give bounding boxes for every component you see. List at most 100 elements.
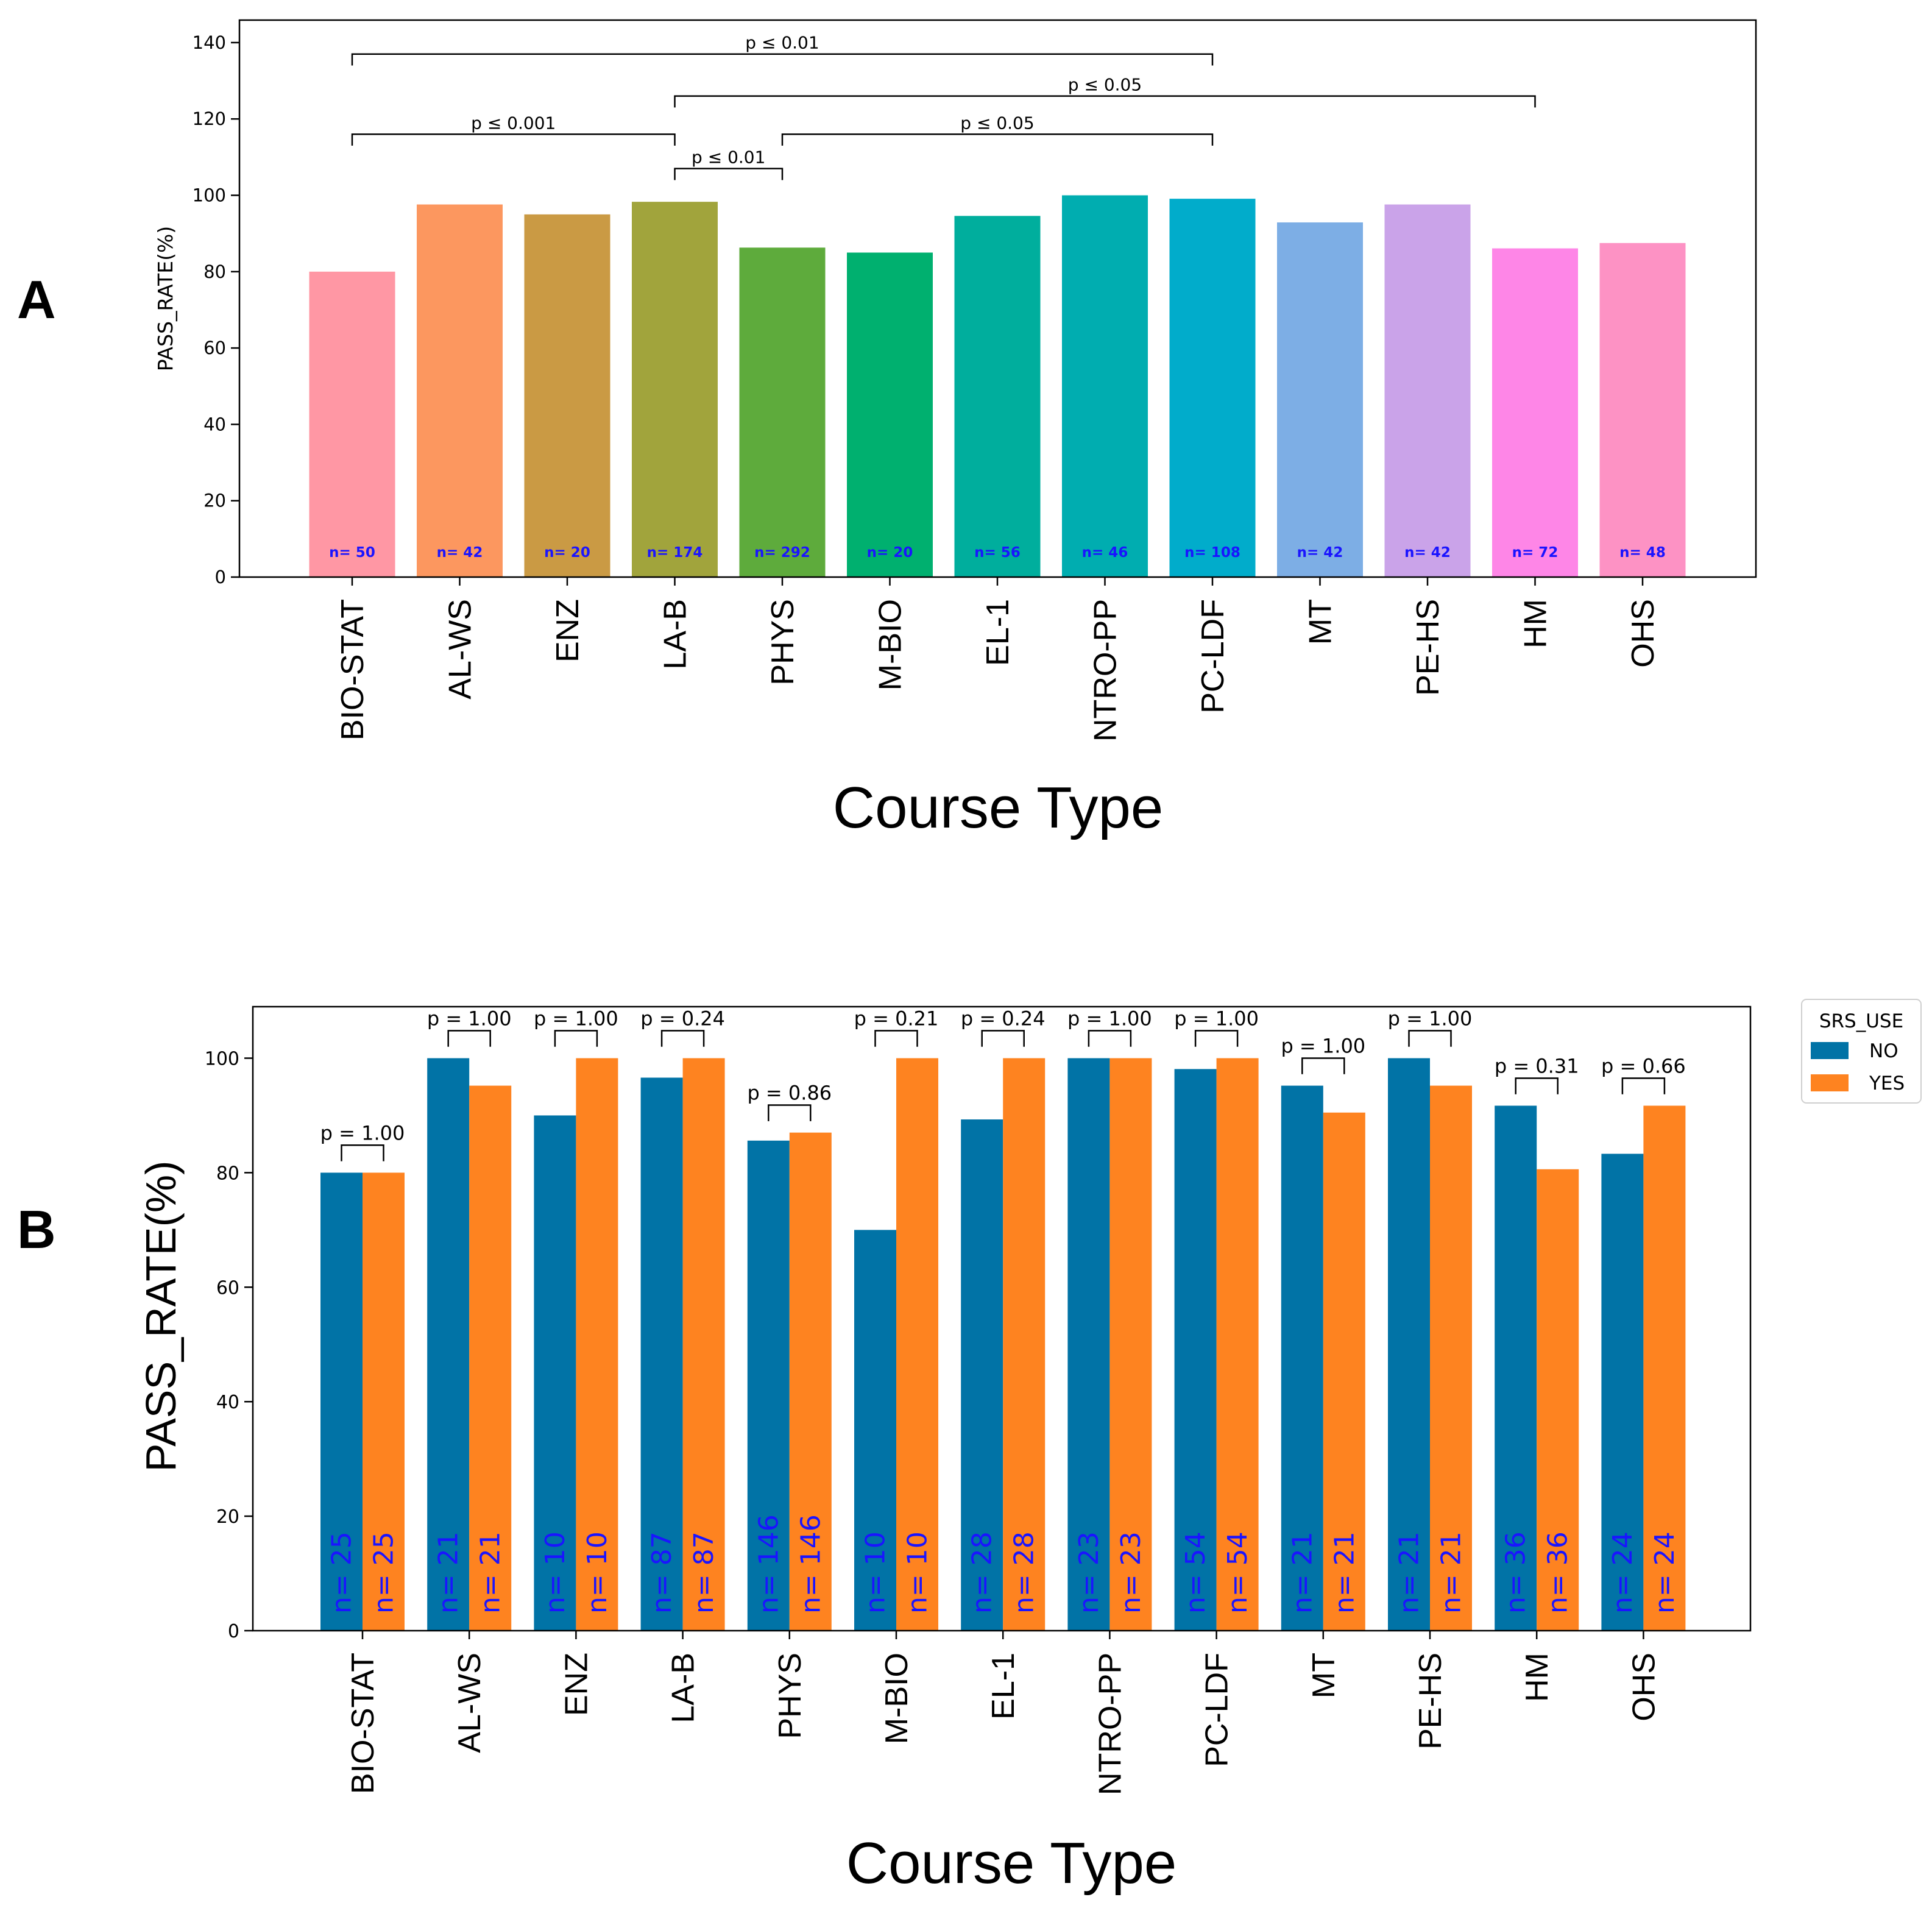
panel-a-x-tick-label: PHYS xyxy=(765,599,801,686)
panel-b-p-value-label: p = 1.00 xyxy=(320,1121,405,1144)
legend-no-swatch xyxy=(1811,1042,1849,1059)
panel-a-p-value-label: p ≤ 0.05 xyxy=(960,113,1034,133)
panel-b-bar-la-b-no xyxy=(640,1077,683,1631)
panel-a-significance-bracket xyxy=(674,168,784,180)
panel-b-x-tick-label: NTRO-PP xyxy=(1092,1653,1128,1795)
panel-a-n-label: n= 42 xyxy=(437,545,483,561)
panel-b-n-label: n= 36 xyxy=(1543,1531,1574,1614)
panel-b-n-label: n= 28 xyxy=(1009,1531,1040,1614)
panel-b-x-tick-label: MT xyxy=(1306,1653,1342,1698)
panel-a-y-tick-label: 60 xyxy=(203,338,226,358)
panel-b-y-tick-label: 20 xyxy=(216,1506,239,1528)
panel-b-x-tick-label: HM xyxy=(1520,1653,1555,1702)
panel-b-bar-el-1-no xyxy=(961,1119,1003,1631)
panel-b-significance-bracket xyxy=(341,1144,384,1161)
panel-b-bar-phys-yes xyxy=(789,1132,832,1631)
panel-b-n-label: n= 10 xyxy=(582,1531,613,1614)
legend-yes-swatch xyxy=(1811,1074,1849,1091)
panel-a-bar-la-b xyxy=(632,202,718,577)
panel-b-n-label: n= 87 xyxy=(688,1531,720,1614)
panel-b-y-tick-label: 80 xyxy=(216,1163,239,1184)
panel-b-bar-al-ws-no xyxy=(427,1058,470,1631)
panel-b-significance-bracket xyxy=(768,1104,812,1121)
panel-b-significance-bracket xyxy=(1301,1057,1345,1074)
panel-b-bar-pe-hs-yes xyxy=(1430,1085,1472,1631)
panel-b-n-label: n= 10 xyxy=(902,1531,933,1614)
legend-title: SRS_USE xyxy=(1819,1010,1903,1032)
panel-b-x-tick-label: M-BIO xyxy=(879,1653,915,1744)
panel-b-bar-bio-stat-yes xyxy=(363,1172,405,1631)
panel-b-y-tick-label: 0 xyxy=(228,1621,239,1642)
panel-b-bar-ntro-pp-no xyxy=(1067,1058,1110,1631)
panel-b: B 0 20 40 60 80 100 n= 25 n= 25 p = 1.00 BIO-STAT… xyxy=(17,999,1922,1896)
panel-a-p-value-label: p ≤ 0.001 xyxy=(471,113,556,133)
panel-b-bar-hm-yes xyxy=(1537,1169,1579,1631)
panel-a-bar-pc-ldf xyxy=(1169,199,1256,577)
panel-b-bar-bio-stat-no xyxy=(320,1172,363,1631)
panel-a-n-label: n= 292 xyxy=(754,545,810,561)
panel-b-n-label: n= 21 xyxy=(1436,1531,1467,1614)
panel-b-n-label: n= 21 xyxy=(1287,1531,1318,1614)
panel-a-bar-phys xyxy=(739,247,826,577)
panel-b-x-tick-label: EL-1 xyxy=(986,1653,1021,1720)
panel-b-p-value-label: p = 1.00 xyxy=(1281,1035,1365,1058)
panel-a-x-tick-label: ENZ xyxy=(550,599,586,662)
panel-b-n-label: n= 87 xyxy=(646,1531,678,1614)
panel-a-y-tick-label: 80 xyxy=(203,261,226,282)
panel-b-bar-pc-ldf-no xyxy=(1174,1069,1217,1631)
panel-a-bar-mt xyxy=(1277,222,1363,577)
panel-b-letter: B xyxy=(17,1199,56,1260)
panel-b-bars: 0 20 40 60 80 100 n= 25 n= 25 p = 1.00 BIO-STAT n=… xyxy=(205,1007,1686,1795)
panel-b-n-label: n= 10 xyxy=(540,1531,571,1614)
panel-b-p-value-label: p = 1.00 xyxy=(427,1007,512,1030)
panel-b-significance-bracket xyxy=(1621,1077,1666,1094)
panel-a-n-label: n= 50 xyxy=(329,545,375,561)
panel-a-x-axis-label: Course Type xyxy=(833,775,1164,840)
panel-a-x-tick-label: MT xyxy=(1303,599,1339,645)
panel-a-n-label: n= 46 xyxy=(1082,545,1128,561)
panel-b-n-label: n= 21 xyxy=(475,1531,506,1614)
panel-b-n-label: n= 36 xyxy=(1501,1531,1532,1614)
panel-b-y-axis-label: PASS_RATE(%) xyxy=(137,1161,185,1472)
panel-b-x-tick-label: BIO-STAT xyxy=(345,1653,381,1794)
panel-b-y-tick-label: 100 xyxy=(205,1049,239,1070)
panel-a-bar-bio-stat xyxy=(309,271,395,577)
panel-a-x-tick-label: AL-WS xyxy=(443,599,478,700)
panel-b-significance-bracket xyxy=(1194,1030,1239,1047)
panel-b-n-label: n= 21 xyxy=(1394,1531,1425,1614)
panel-b-n-label: n= 10 xyxy=(860,1531,891,1614)
panel-a-bar-enz xyxy=(524,214,610,577)
panel-b-p-value-label: p = 0.66 xyxy=(1601,1054,1686,1077)
panel-a-p-value-label: p ≤ 0.01 xyxy=(692,147,765,168)
panel-b-n-label: n= 25 xyxy=(327,1531,358,1614)
panel-b-significance-bracket xyxy=(554,1030,598,1047)
panel-b-bar-m-bio-yes xyxy=(896,1058,938,1631)
panel-a-n-label: n= 56 xyxy=(974,545,1021,561)
panel-b-n-label: n= 25 xyxy=(369,1531,400,1614)
panel-b-p-value-label: p = 1.00 xyxy=(1067,1007,1152,1030)
panel-b-significance-bracket xyxy=(1088,1030,1132,1047)
panel-a-significance-bracket xyxy=(674,95,1536,108)
panel-a-y-tick-label: 100 xyxy=(193,185,226,206)
panel-b-x-axis-label: Course Type xyxy=(846,1831,1177,1896)
panel-b-y-tick-label: 40 xyxy=(216,1392,239,1413)
panel-a-y-tick-label: 140 xyxy=(193,32,226,53)
panel-a-x-tick-label: OHS xyxy=(1626,599,1661,668)
panel-b-x-tick-label: OHS xyxy=(1626,1653,1661,1721)
panel-b-n-label: n= 21 xyxy=(433,1531,464,1614)
panel-a-n-label: n= 108 xyxy=(1184,545,1240,561)
panel-b-significance-bracket xyxy=(874,1030,918,1047)
panel-b-p-value-label: p = 1.00 xyxy=(1174,1007,1259,1030)
panel-b-n-label: n= 28 xyxy=(967,1531,998,1614)
panel-b-bar-phys-no xyxy=(747,1140,790,1631)
panel-b-n-label: n= 54 xyxy=(1222,1531,1253,1614)
panel-b-p-value-label: p = 0.86 xyxy=(747,1082,832,1105)
panel-b-bar-pc-ldf-yes xyxy=(1216,1058,1259,1631)
panel-b-significance-bracket xyxy=(981,1030,1025,1047)
panel-b-significance-bracket xyxy=(447,1030,491,1047)
panel-a-bar-al-ws xyxy=(417,204,503,577)
panel-b-bar-hm-no xyxy=(1495,1105,1537,1631)
panel-a-p-value-label: p ≤ 0.05 xyxy=(1068,75,1142,95)
panel-b-n-label: n= 23 xyxy=(1116,1531,1147,1614)
